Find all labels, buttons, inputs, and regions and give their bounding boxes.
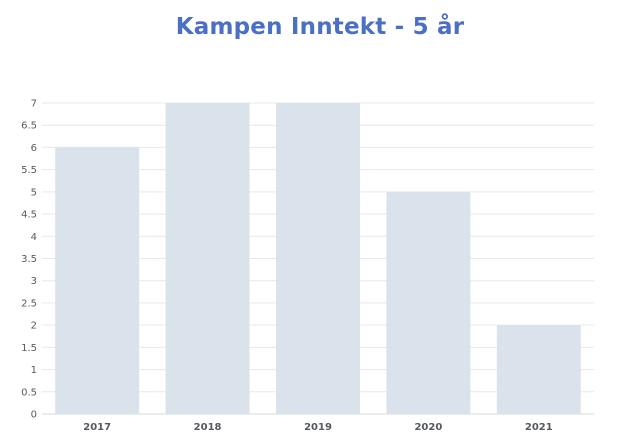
y-tick-label: 3.5 <box>21 254 37 265</box>
bar-2018 <box>165 103 250 414</box>
y-tick-label: 0 <box>31 410 37 421</box>
x-tick-label: 2018 <box>194 422 222 433</box>
bar-2017 <box>55 147 140 414</box>
y-tick-label: 4.5 <box>21 210 37 221</box>
y-tick-label: 0.5 <box>21 387 37 398</box>
x-tick-label: 2021 <box>525 422 553 433</box>
y-tick-label: 6.5 <box>21 121 37 132</box>
x-tick-label: 2020 <box>414 422 442 433</box>
y-tick-label: 1.5 <box>21 343 37 354</box>
y-tick-label: 2 <box>31 321 37 332</box>
chart-title: Kampen Inntekt - 5 år <box>175 14 465 40</box>
y-tick-label: 3 <box>31 276 37 287</box>
y-tick-label: 6 <box>31 143 37 154</box>
x-axis-ticks: 2017 2018 2019 2020 2021 <box>83 422 552 433</box>
x-tick-label: 2019 <box>304 422 332 433</box>
y-axis-ticks: 0 0.5 1 1.5 2 2.5 3 3.5 4 4.5 5 5.5 6 6.5 7 <box>21 99 37 421</box>
bar-2019 <box>276 103 360 414</box>
y-tick-label: 5.5 <box>21 165 37 176</box>
y-tick-label: 4 <box>31 232 37 243</box>
bar-2021 <box>496 325 581 414</box>
bars <box>55 103 581 414</box>
y-tick-label: 1 <box>31 365 37 376</box>
bar-2020 <box>386 191 471 414</box>
x-tick-label: 2017 <box>83 422 111 433</box>
y-tick-label: 5 <box>31 187 37 198</box>
y-tick-label: 2.5 <box>21 298 37 309</box>
y-tick-label: 7 <box>31 99 37 110</box>
